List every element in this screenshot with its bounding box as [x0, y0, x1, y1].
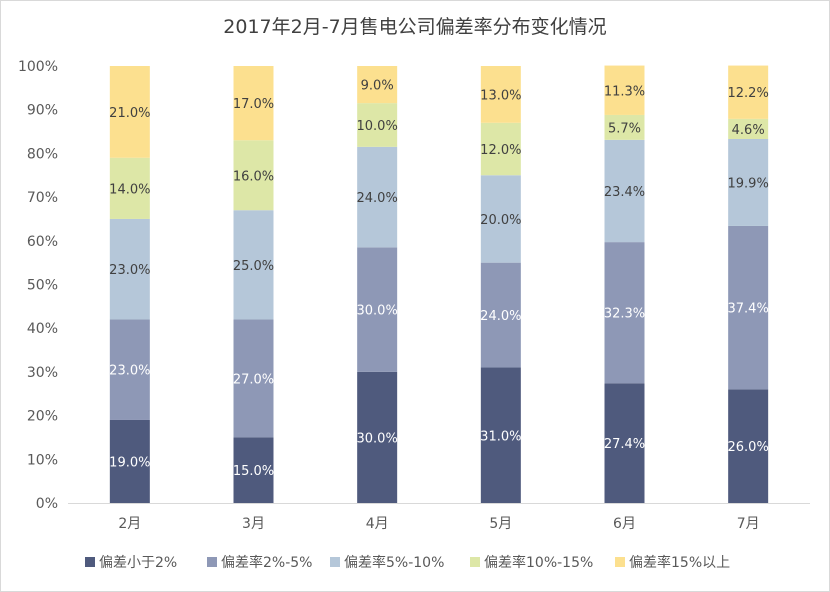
bar-segment [480, 367, 521, 503]
bar-segment [480, 175, 521, 263]
x-tick-label: 3月 [242, 516, 265, 532]
x-tick-label: 7月 [737, 516, 760, 532]
bar-segment [604, 139, 645, 243]
x-tick-label: 5月 [489, 516, 512, 532]
data-label: 23.0% [109, 364, 150, 379]
legend-label: 偏差小于2% [99, 555, 177, 571]
bar-segment [109, 218, 150, 320]
bar-segment [233, 140, 274, 211]
bar-segment [357, 103, 398, 147]
y-tick-label: 0% [36, 496, 58, 512]
data-label: 5.7% [608, 121, 641, 136]
data-label: 30.0% [357, 304, 398, 319]
bar-segment [728, 118, 769, 139]
legend-label: 偏差率5%-10% [344, 554, 444, 571]
bar-segment [357, 371, 398, 503]
data-label: 12.2% [728, 86, 769, 101]
data-label: 23.4% [604, 185, 645, 200]
data-label: 14.0% [109, 182, 150, 197]
data-label: 23.0% [109, 263, 150, 278]
bar-segment [480, 122, 521, 176]
data-label: 9.0% [361, 79, 394, 94]
data-label: 20.0% [480, 213, 521, 228]
legend-swatch [470, 557, 480, 567]
data-label: 26.0% [728, 440, 769, 455]
bar-segment [233, 66, 274, 141]
bar-segment [109, 66, 150, 158]
legend-swatch [615, 557, 625, 567]
bar-segment [728, 389, 769, 503]
bar-segment [233, 210, 274, 320]
chart-title: 2017年2月-7月售电公司偏差率分布变化情况 [223, 16, 607, 38]
bar-segment [233, 319, 274, 438]
data-label: 19.9% [728, 176, 769, 191]
bar-segment [109, 319, 150, 420]
x-tick-label: 2月 [118, 516, 141, 532]
y-tick-label: 30% [27, 365, 58, 381]
data-label: 15.0% [233, 464, 274, 479]
data-label: 16.0% [233, 169, 274, 184]
legend-swatch [330, 557, 340, 567]
data-label: 27.4% [604, 437, 645, 452]
data-label: 17.0% [233, 97, 274, 112]
data-label: 10.0% [357, 119, 398, 134]
bar-segment [604, 242, 645, 384]
legend-swatch [85, 557, 95, 567]
data-label: 21.0% [109, 106, 150, 121]
bar-segment [604, 114, 645, 140]
bar-segment [357, 247, 398, 372]
bar-segment [604, 383, 645, 503]
y-tick-label: 70% [27, 190, 58, 206]
bar-segment [109, 157, 150, 219]
bar-segment [728, 65, 769, 119]
data-label: 31.0% [480, 429, 521, 444]
bar-segment [109, 419, 150, 503]
data-label: 4.6% [732, 123, 765, 138]
y-tick-label: 50% [27, 278, 58, 294]
x-tick-label: 4月 [366, 516, 389, 532]
bar-segment [480, 66, 521, 123]
data-label: 32.3% [604, 307, 645, 322]
data-label: 11.3% [604, 84, 645, 99]
bar-segment [357, 146, 398, 248]
y-tick-label: 60% [27, 234, 58, 250]
bar-segment [233, 437, 274, 503]
y-tick-label: 100% [18, 59, 58, 75]
data-label: 30.0% [357, 431, 398, 446]
data-label: 27.0% [233, 372, 274, 387]
data-label: 37.4% [728, 302, 769, 317]
legend-swatch [207, 557, 217, 567]
bar-segment [480, 262, 521, 368]
bar-segment [728, 225, 769, 390]
data-label: 25.0% [233, 259, 274, 274]
y-tick-label: 80% [27, 146, 58, 162]
data-label: 24.0% [480, 309, 521, 324]
data-label: 12.0% [480, 143, 521, 158]
data-label: 19.0% [109, 455, 150, 470]
legend-label: 偏差率10%-15% [484, 554, 593, 571]
y-tick-label: 10% [27, 452, 58, 468]
bar-segment [728, 138, 769, 226]
y-tick-label: 40% [27, 321, 58, 337]
bar-segment [357, 66, 398, 104]
y-tick-label: 20% [27, 409, 58, 425]
y-tick-label: 90% [27, 103, 58, 119]
bar-segment [604, 65, 645, 115]
data-label: 24.0% [357, 191, 398, 206]
legend-label: 偏差率2%-5% [221, 554, 312, 571]
data-label: 13.0% [480, 88, 521, 103]
legend-label: 偏差率15%以上 [629, 554, 730, 571]
x-tick-label: 6月 [613, 516, 636, 532]
